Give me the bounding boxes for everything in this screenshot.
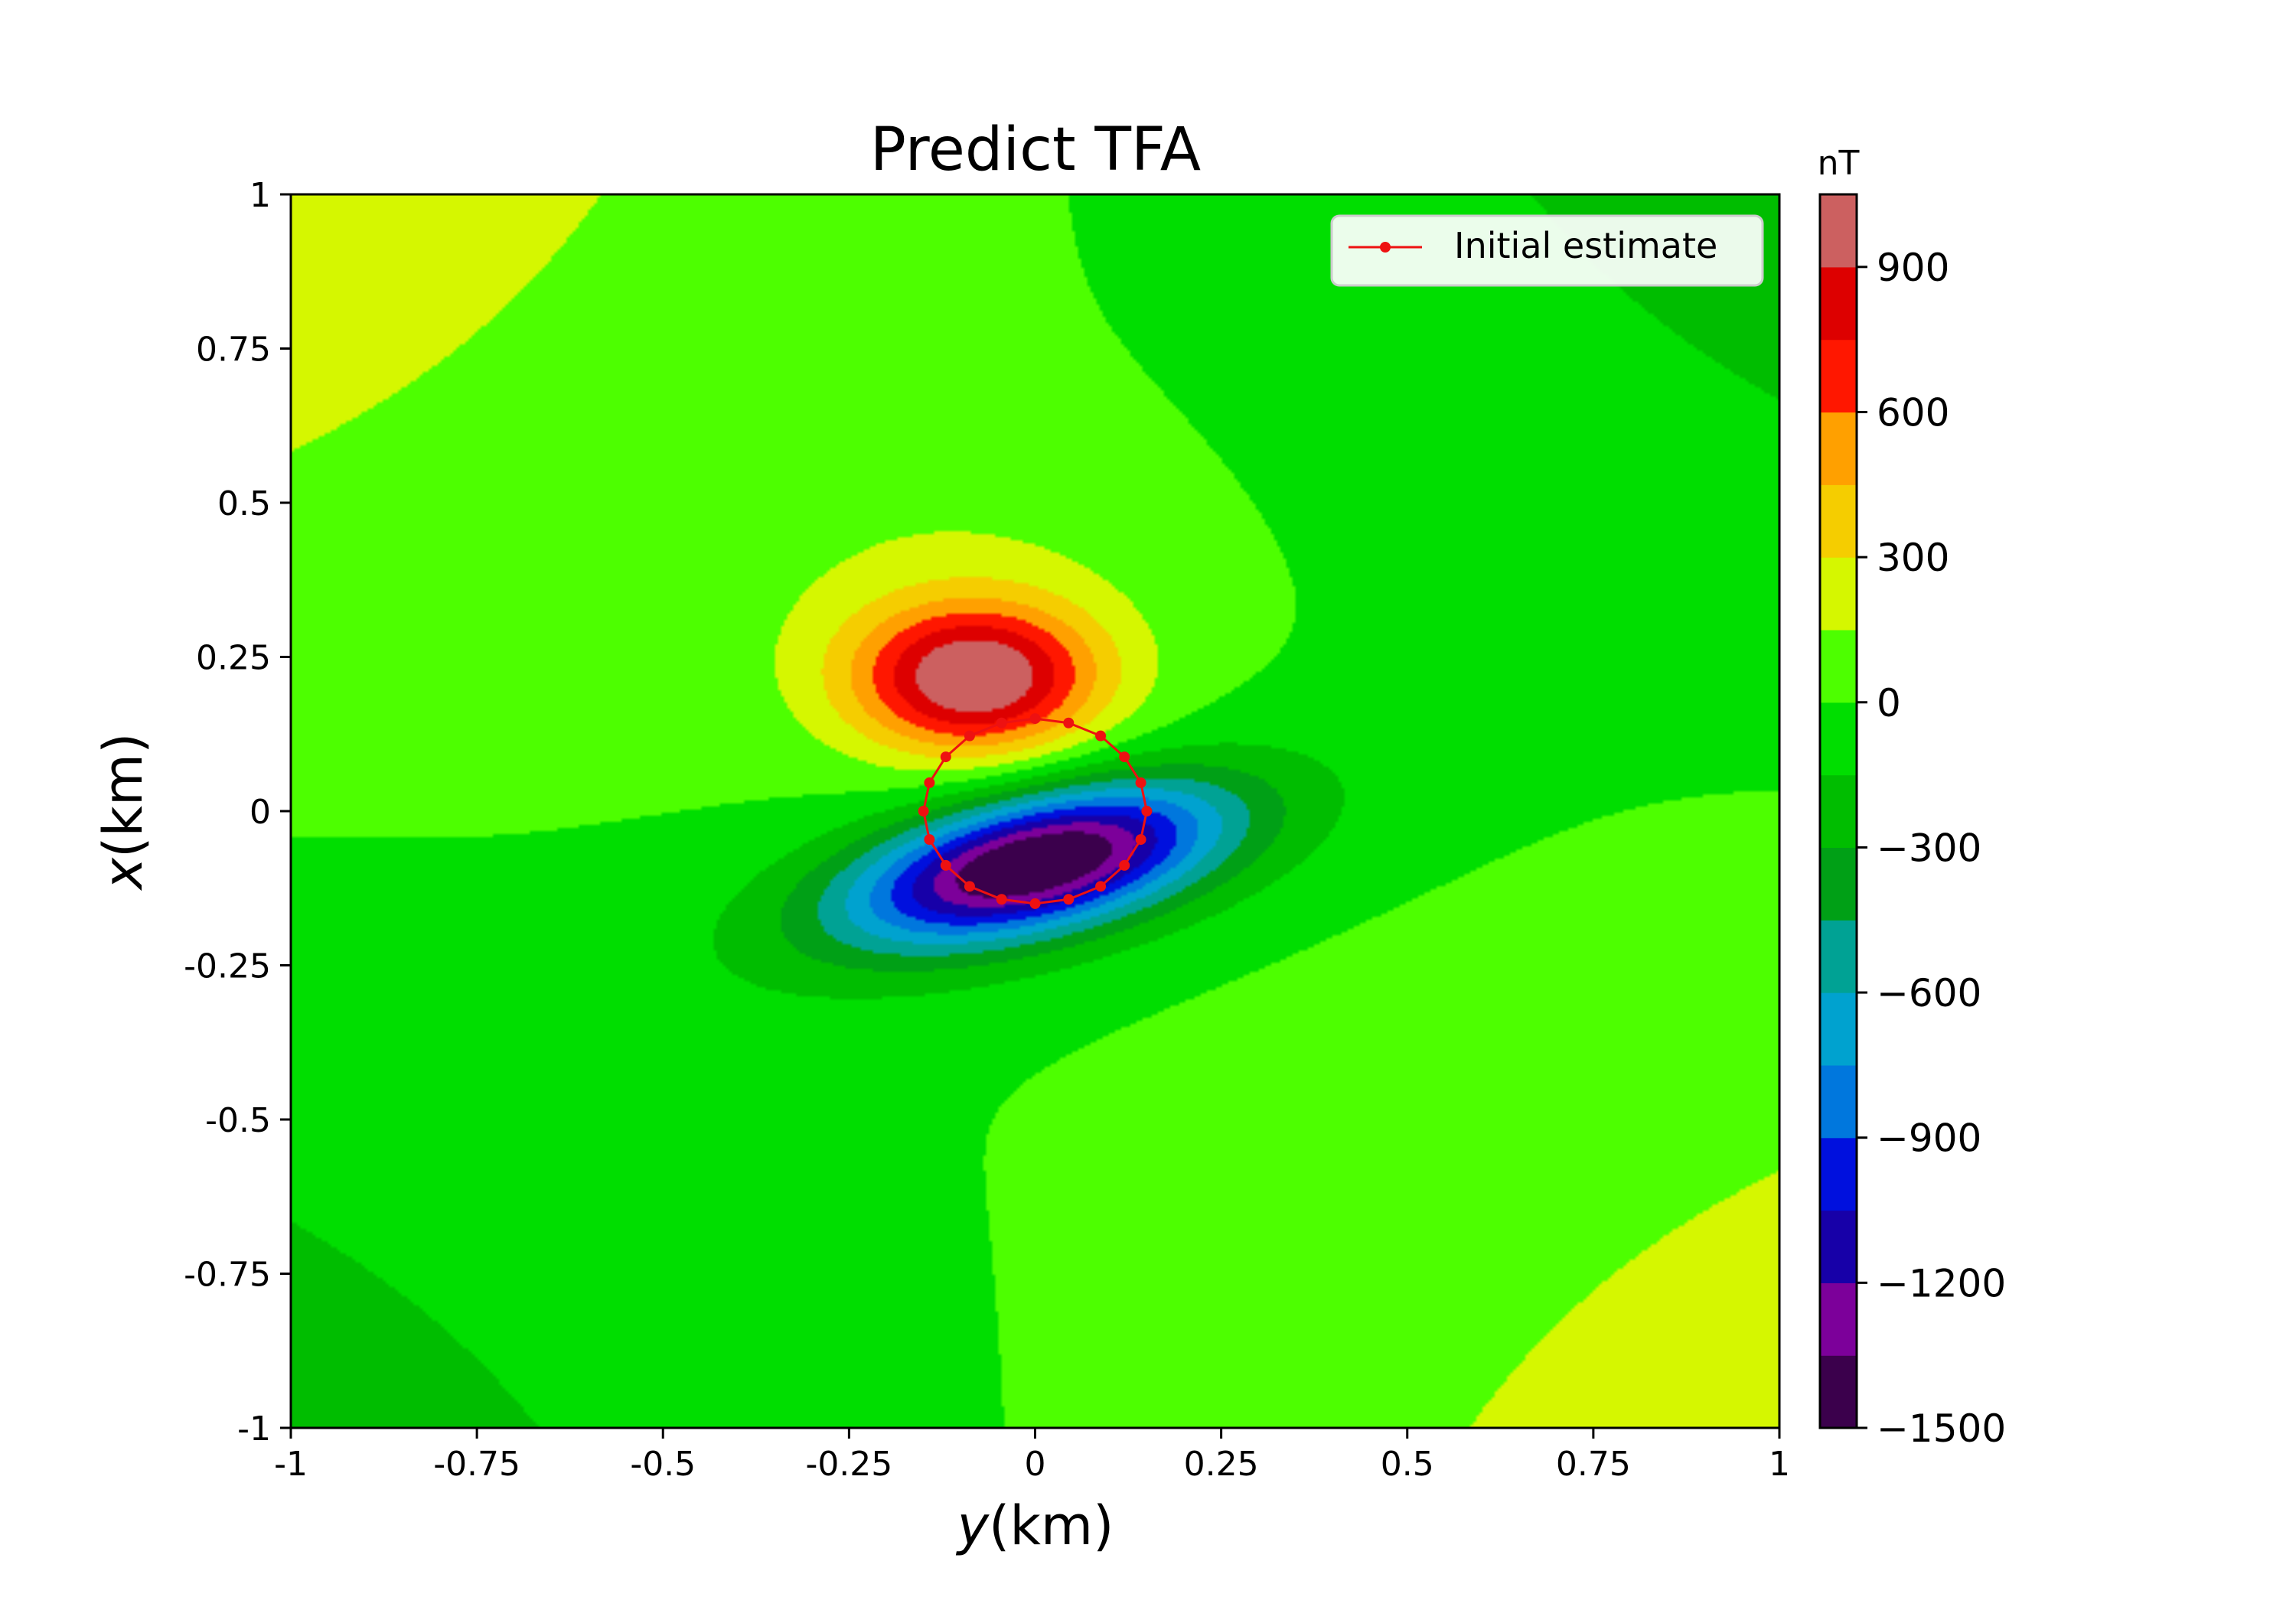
y-axis: -1 -0.75 -0.5 -0.25 0 0.25 0.5 0.75 1 (184, 176, 291, 1449)
colorbar-segment (1820, 1137, 1857, 1211)
colorbar-segment (1820, 702, 1857, 776)
plot-area (291, 194, 1779, 1428)
colorbar-segment (1820, 266, 1857, 341)
colorbar-segment (1820, 992, 1857, 1066)
legend-label: Initial estimate (1454, 225, 1717, 266)
x-axis-label: y(km) (956, 1494, 1114, 1557)
x-tick-label: -0.25 (805, 1445, 892, 1484)
colorbar-tick-label: 600 (1877, 390, 1949, 435)
colorbar: −1500 −1200 −900 −600 −300 0 300 600 900 (1818, 193, 2006, 1451)
colorbar-tick-label: −300 (1877, 826, 1981, 870)
colorbar-segment (1820, 484, 1857, 558)
initial-estimate-point (924, 834, 935, 846)
colorbar-segment (1820, 1210, 1857, 1283)
colorbar-segment (1820, 557, 1857, 631)
y-tick-label: 0.75 (196, 331, 271, 370)
colorbar-segment (1820, 1064, 1857, 1139)
x-tick-label: 0.25 (1184, 1445, 1259, 1484)
initial-estimate-point (996, 894, 1007, 905)
colorbar-tick-label: −1500 (1877, 1406, 2006, 1451)
colorbar-tick-label: 900 (1877, 246, 1949, 290)
x-tick-label: -1 (274, 1445, 308, 1484)
colorbar-segment (1820, 1282, 1857, 1356)
initial-estimate-point (924, 777, 935, 788)
x-tick-label: -0.5 (630, 1445, 696, 1484)
colorbar-segment (1820, 920, 1857, 993)
colorbar-segment (1820, 412, 1857, 485)
initial-estimate-point (940, 751, 951, 763)
colorbar-segment (1820, 339, 1857, 413)
initial-estimate-point (964, 730, 975, 741)
colorbar-frame (1818, 193, 1858, 1429)
initial-estimate-layer (918, 713, 1153, 909)
y-tick-label: -0.25 (184, 947, 271, 986)
chart-title: Predict TFA (870, 116, 1201, 184)
tfa-field-image (291, 194, 1779, 1428)
x-tick-label: 0.5 (1381, 1445, 1434, 1484)
y-tick-label: 0.5 (217, 484, 271, 523)
y-tick-label: 1 (249, 176, 271, 215)
x-tick-label: 0.75 (1556, 1445, 1631, 1484)
y-tick-label: -0.75 (184, 1256, 271, 1295)
x-tick-label: 0 (1025, 1445, 1046, 1484)
initial-estimate-point (964, 881, 975, 892)
initial-estimate-point (1119, 859, 1130, 871)
initial-estimate-point (1095, 881, 1107, 892)
colorbar-segment (1820, 194, 1857, 268)
legend: Initial estimate (1330, 214, 1764, 287)
x-tick-label: 1 (1769, 1445, 1790, 1484)
initial-estimate-point (918, 806, 929, 816)
initial-estimate-point (940, 859, 951, 871)
colorbar-tick-label: 300 (1877, 536, 1949, 580)
x-tick-label: -0.75 (433, 1445, 520, 1484)
initial-estimate-point (1063, 717, 1075, 728)
initial-estimate-point (1119, 751, 1130, 763)
initial-estimate-point (1095, 730, 1107, 741)
initial-estimate-point (1135, 834, 1146, 846)
colorbar-tick-label: −600 (1877, 971, 1981, 1015)
colorbar-label: nT (1818, 144, 1860, 183)
colorbar-tick-label: −900 (1877, 1116, 1981, 1161)
colorbar-segment (1820, 629, 1857, 703)
legend-marker (1380, 242, 1391, 253)
initial-estimate-point (1029, 898, 1041, 909)
colorbar-segment (1820, 847, 1857, 921)
initial-estimate-point (1063, 894, 1075, 905)
colorbar-tick-label: 0 (1877, 681, 1901, 725)
colorbar-segment (1820, 774, 1857, 849)
x-axis: -1 -0.75 -0.5 -0.25 0 0.25 0.5 0.75 1 (274, 1428, 1790, 1484)
y-tick-label: 0.25 (196, 639, 271, 678)
colorbar-tick-label: −1200 (1877, 1261, 2006, 1305)
initial-estimate-point (996, 717, 1007, 728)
y-axis-label: x(km) (92, 733, 155, 891)
initial-estimate-point (1029, 713, 1041, 725)
y-tick-label: -1 (237, 1410, 271, 1449)
y-tick-label: -0.5 (205, 1101, 271, 1140)
initial-estimate-point (1141, 806, 1153, 816)
colorbar-segment (1820, 1355, 1857, 1429)
initial-estimate-point (1135, 777, 1146, 788)
y-tick-label: 0 (249, 793, 271, 832)
